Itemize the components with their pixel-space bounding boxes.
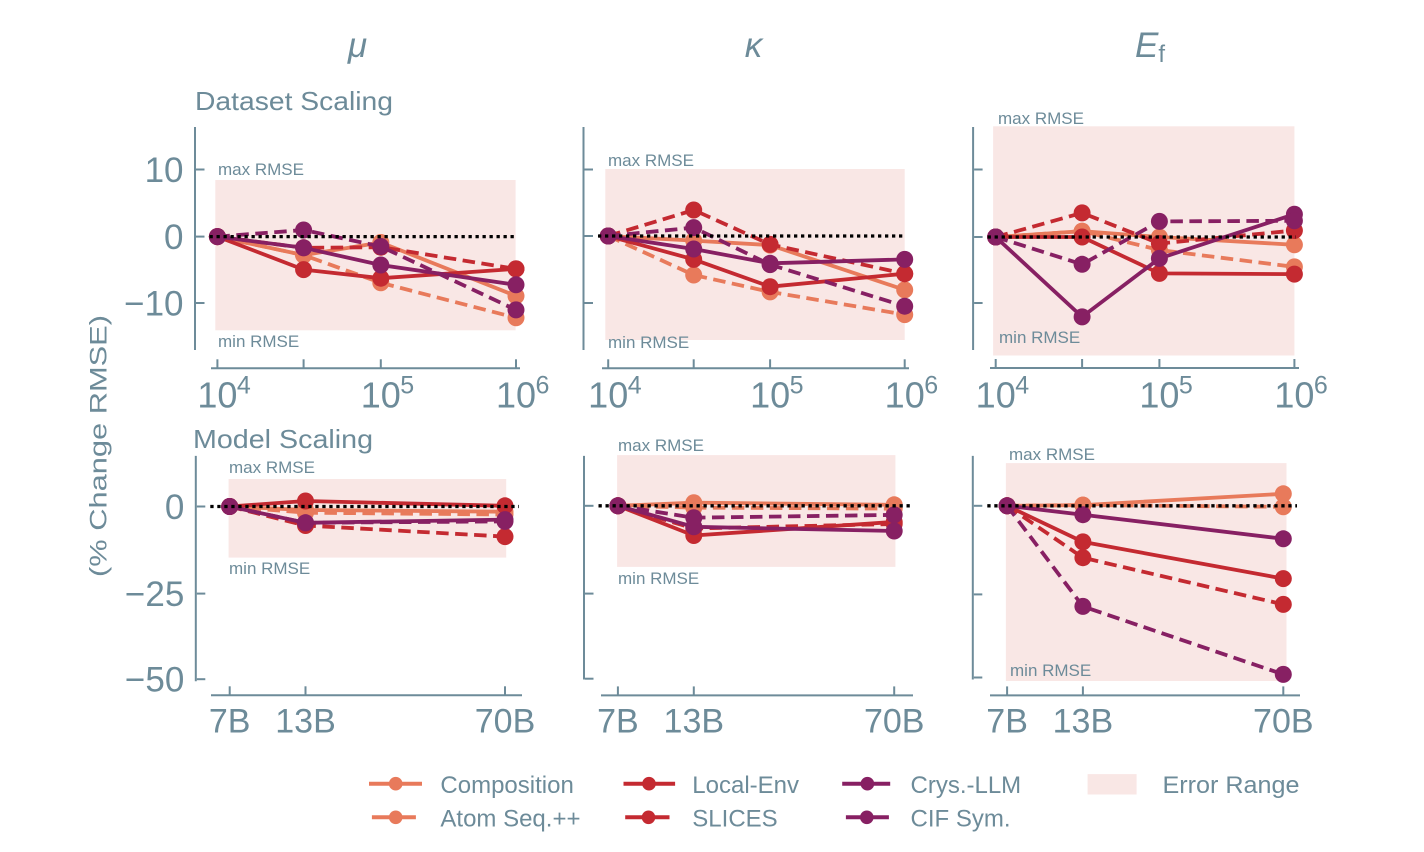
svg-text:min RMSE: min RMSE xyxy=(229,559,310,578)
svg-text:10: 10 xyxy=(1274,375,1314,416)
svg-text:Atom Seq.++: Atom Seq.++ xyxy=(440,806,580,833)
svg-text:7B: 7B xyxy=(986,703,1028,741)
svg-text:10: 10 xyxy=(496,375,536,416)
svg-text:4: 4 xyxy=(237,372,251,400)
svg-text:max RMSE: max RMSE xyxy=(998,109,1084,128)
svg-text:max RMSE: max RMSE xyxy=(608,151,694,170)
svg-text:10: 10 xyxy=(588,375,628,416)
svg-text:min RMSE: min RMSE xyxy=(218,332,299,351)
svg-text:Ef: Ef xyxy=(1135,26,1165,68)
svg-text:max RMSE: max RMSE xyxy=(218,160,304,179)
svg-text:0: 0 xyxy=(164,218,183,257)
svg-text:13B: 13B xyxy=(1053,703,1114,741)
svg-text:5: 5 xyxy=(1179,372,1193,400)
svg-text:70B: 70B xyxy=(864,703,925,741)
svg-text:Dataset Scaling: Dataset Scaling xyxy=(195,86,393,116)
svg-text:10: 10 xyxy=(1139,375,1179,416)
svg-text:0: 0 xyxy=(165,488,184,527)
svg-text:min RMSE: min RMSE xyxy=(608,333,689,352)
svg-text:7B: 7B xyxy=(209,703,251,741)
svg-text:70B: 70B xyxy=(475,703,536,741)
svg-text:CIF Sym.: CIF Sym. xyxy=(911,806,1011,833)
svg-text:κ: κ xyxy=(745,26,764,65)
svg-text:max RMSE: max RMSE xyxy=(1009,445,1095,464)
svg-text:6: 6 xyxy=(1314,372,1328,400)
svg-text:13B: 13B xyxy=(275,703,336,741)
svg-text:min RMSE: min RMSE xyxy=(618,569,699,588)
svg-text:min RMSE: min RMSE xyxy=(999,328,1080,347)
svg-text:−10: −10 xyxy=(124,285,183,324)
svg-text:SLICES: SLICES xyxy=(692,806,777,833)
svg-text:5: 5 xyxy=(400,372,414,400)
svg-text:10: 10 xyxy=(145,151,184,190)
svg-text:7B: 7B xyxy=(597,703,639,741)
svg-text:5: 5 xyxy=(790,372,804,400)
svg-text:max RMSE: max RMSE xyxy=(229,458,315,477)
svg-text:min RMSE: min RMSE xyxy=(1010,661,1091,680)
svg-text:Error Range: Error Range xyxy=(1163,772,1300,799)
svg-text:Crys.-LLM: Crys.-LLM xyxy=(911,772,1022,799)
svg-text:4: 4 xyxy=(628,372,642,400)
svg-text:Local-Env: Local-Env xyxy=(692,772,799,799)
svg-text:10: 10 xyxy=(976,375,1016,416)
svg-text:10: 10 xyxy=(197,375,237,416)
svg-text:4: 4 xyxy=(1015,372,1029,400)
svg-text:−25: −25 xyxy=(125,575,184,614)
svg-text:−50: −50 xyxy=(125,661,184,700)
svg-text:Composition: Composition xyxy=(440,772,573,799)
svg-text:Model Scaling: Model Scaling xyxy=(193,424,373,454)
svg-text:10: 10 xyxy=(885,375,925,416)
svg-text:(% Change RMSE): (% Change RMSE) xyxy=(86,315,113,577)
svg-text:μ: μ xyxy=(347,26,367,65)
svg-text:max RMSE: max RMSE xyxy=(618,436,704,455)
svg-text:13B: 13B xyxy=(664,703,725,741)
svg-text:6: 6 xyxy=(924,372,938,400)
svg-text:70B: 70B xyxy=(1253,703,1314,741)
svg-text:10: 10 xyxy=(750,375,790,416)
svg-text:10: 10 xyxy=(361,375,401,416)
svg-text:6: 6 xyxy=(536,372,550,400)
